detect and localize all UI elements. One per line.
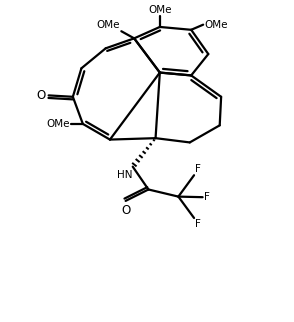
Text: OMe: OMe [148,5,172,15]
Text: F: F [196,164,201,175]
Text: F: F [196,219,201,229]
Text: F: F [204,192,210,202]
Text: HN: HN [117,170,132,180]
Text: O: O [121,204,130,217]
Text: OMe: OMe [205,20,228,30]
Text: O: O [36,89,45,102]
Text: OMe: OMe [96,20,120,30]
Text: OMe: OMe [46,119,69,129]
